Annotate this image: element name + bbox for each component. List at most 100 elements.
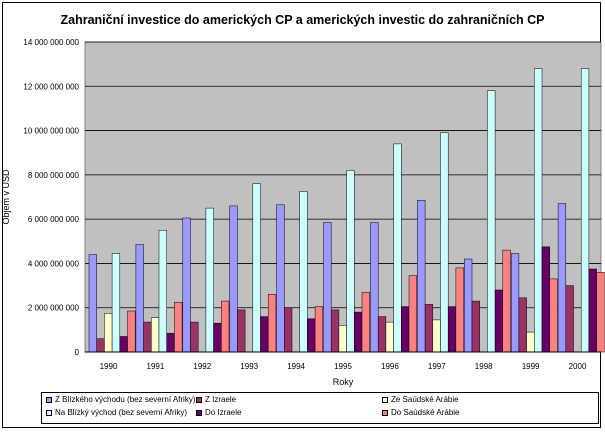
legend-swatch [196, 409, 202, 416]
legend-item: Do Saúdské Arábie [382, 408, 460, 417]
y-tick-label: 12 000 000 000 [23, 82, 79, 91]
bar [96, 338, 105, 353]
legend-swatch [382, 409, 388, 416]
y-axis-label: Objem v USD [1, 169, 11, 225]
bar [323, 222, 332, 353]
y-tick-label: 2 000 000 000 [28, 304, 80, 313]
legend-swatch [46, 396, 52, 403]
bar [401, 306, 410, 353]
bar [455, 267, 464, 353]
bar [354, 311, 363, 353]
bar [557, 203, 567, 353]
y-tick-label: 14 000 000 000 [23, 38, 79, 47]
bar [440, 132, 449, 353]
bar [370, 222, 379, 353]
bar [284, 307, 293, 353]
legend-item: Ze Saúdské Arábie [382, 395, 459, 404]
legend-item: Z Blízkého východu (bez severní Afriky) [46, 395, 196, 404]
bar [526, 331, 535, 353]
bar [174, 301, 183, 353]
bar [135, 244, 144, 353]
bar [205, 207, 214, 353]
x-axis-label: Roky [333, 377, 354, 387]
bar [361, 291, 370, 353]
legend-item: Do Izraele [196, 408, 241, 417]
bar [534, 68, 543, 353]
bar [471, 300, 480, 353]
bar [549, 278, 558, 353]
bar [119, 336, 128, 353]
bar [588, 268, 597, 353]
legend-label: Ze Saúdské Arábie [391, 395, 459, 404]
x-tick-label: 2000 [569, 362, 587, 371]
bar [260, 316, 269, 353]
bar [432, 319, 441, 353]
chart-title: Zahraniční investice do amerických CP a … [60, 13, 545, 27]
bar [447, 306, 457, 353]
legend-label: Do Saúdské Arábie [391, 408, 460, 417]
bar [518, 297, 527, 353]
bar [417, 200, 426, 353]
x-tick-label: 1995 [334, 362, 352, 371]
bar [510, 253, 520, 353]
y-tick-label: 8 000 000 000 [28, 171, 80, 180]
bar [190, 321, 199, 353]
bar [143, 321, 152, 353]
legend-label: Do Izraele [205, 408, 242, 417]
legend-label: Na Blízký východ (bez severní Afriky) [55, 408, 188, 417]
bar [494, 289, 504, 353]
bar [166, 332, 175, 353]
legend-label: Z Blízkého východu (bez severní Afriky) [55, 395, 196, 404]
bar [88, 254, 97, 353]
bar [307, 318, 316, 353]
y-tick-label: 6 000 000 000 [28, 215, 80, 224]
bar [377, 316, 387, 353]
bar [424, 304, 434, 353]
x-tick-label: 1998 [475, 362, 493, 371]
bar [158, 229, 167, 353]
bar [276, 204, 285, 353]
legend-swatch [196, 396, 202, 403]
bar [267, 294, 277, 353]
x-tick-label: 1991 [147, 362, 165, 371]
bar [541, 246, 550, 353]
bar [487, 90, 496, 353]
x-tick-label: 1996 [381, 362, 399, 371]
x-tick-label: 1992 [193, 362, 211, 371]
bar [229, 205, 238, 353]
legend: Z Blízkého východu (bez severní Afriky) Z… [41, 392, 599, 424]
x-tick-label: 1997 [428, 362, 446, 371]
bar [213, 322, 222, 353]
bar [502, 249, 511, 353]
bar [580, 68, 590, 353]
x-tick-label: 1994 [287, 362, 305, 371]
bar [385, 321, 394, 353]
bar [127, 310, 136, 353]
bar [111, 253, 121, 353]
legend-item: Na Blízký východ (bez severní Afriky) [46, 408, 187, 417]
bar [464, 258, 473, 353]
bar [338, 325, 347, 353]
bar [237, 309, 246, 353]
bar [408, 275, 417, 353]
bar [182, 217, 191, 353]
bar [314, 306, 324, 353]
bar [299, 191, 308, 353]
bar [221, 300, 230, 353]
legend-swatch [382, 396, 388, 403]
bar [393, 143, 402, 353]
y-tick-label: 4 000 000 000 [28, 259, 80, 268]
bar [151, 317, 160, 353]
x-tick-label: 1999 [522, 362, 540, 371]
bar [330, 309, 340, 353]
bar [346, 170, 355, 353]
y-tick-label: 10 000 000 000 [23, 127, 79, 136]
y-tick-label: 0 [75, 348, 80, 357]
bar [596, 272, 605, 353]
bar [565, 285, 574, 353]
legend-label: Z Izraele [205, 395, 237, 404]
bar [252, 183, 261, 353]
x-tick-label: 1993 [240, 362, 258, 371]
legend-item: Z Izraele [196, 395, 236, 404]
